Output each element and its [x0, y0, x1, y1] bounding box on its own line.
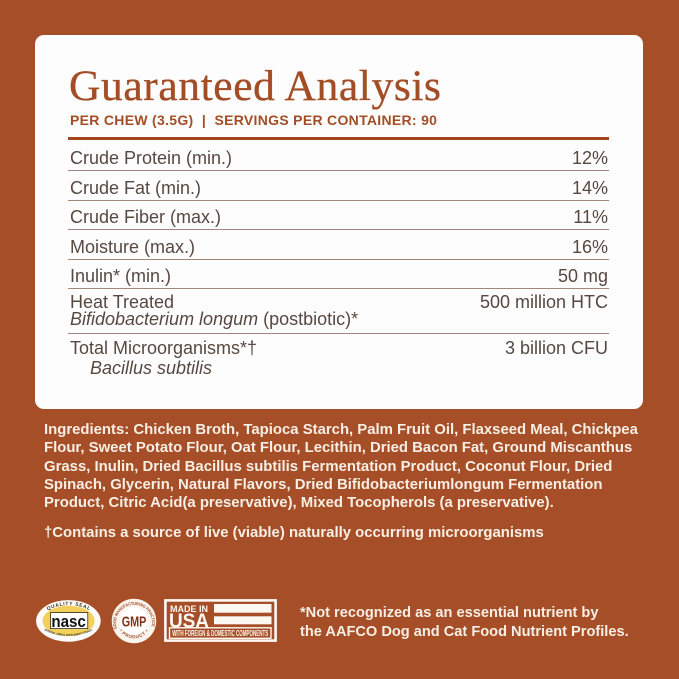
svg-text:GMP: GMP: [122, 615, 147, 631]
svg-text:USA: USA: [169, 610, 209, 633]
svg-text:WITH FOREIGN & DOMESTIC COMPON: WITH FOREIGN & DOMESTIC COMPONENTS: [172, 629, 268, 638]
svg-text:nasc: nasc: [51, 613, 86, 631]
svg-text:MADE IN: MADE IN: [170, 604, 208, 615]
svg-text:QUALITY SEAL: QUALITY SEAL: [46, 601, 92, 612]
